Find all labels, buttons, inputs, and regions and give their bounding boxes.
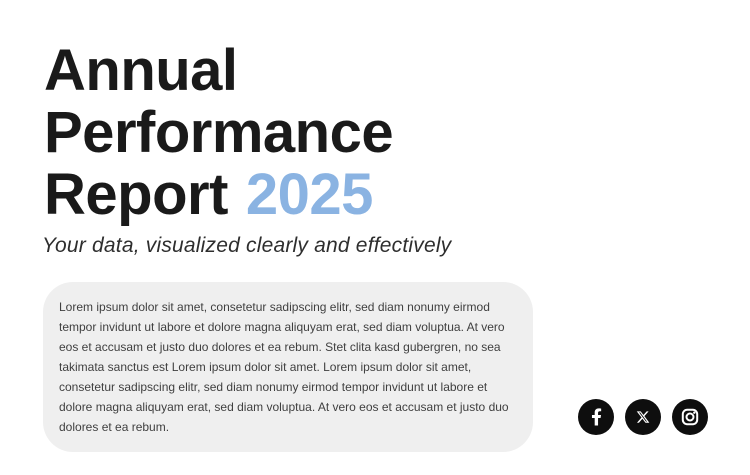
title-line: Annual (44, 38, 238, 103)
instagram-icon (672, 399, 708, 435)
instagram-link[interactable] (672, 399, 708, 435)
facebook-link[interactable] (578, 399, 614, 435)
title-line: Report (44, 162, 228, 227)
subtitle: Your data, visualized clearly and effect… (42, 234, 452, 257)
social-links (578, 399, 708, 435)
body-panel: Lorem ipsum dolor sit amet, consetetur s… (43, 282, 533, 452)
page-title: Annual Performance Report 2025 (44, 40, 524, 226)
facebook-icon (578, 399, 614, 435)
title-year-accent: 2025 (245, 162, 374, 227)
body-text: Lorem ipsum dolor sit amet, consetetur s… (59, 300, 509, 434)
x-twitter-link[interactable] (625, 399, 661, 435)
x-twitter-icon (625, 399, 661, 435)
title-line: Performance (44, 100, 394, 165)
